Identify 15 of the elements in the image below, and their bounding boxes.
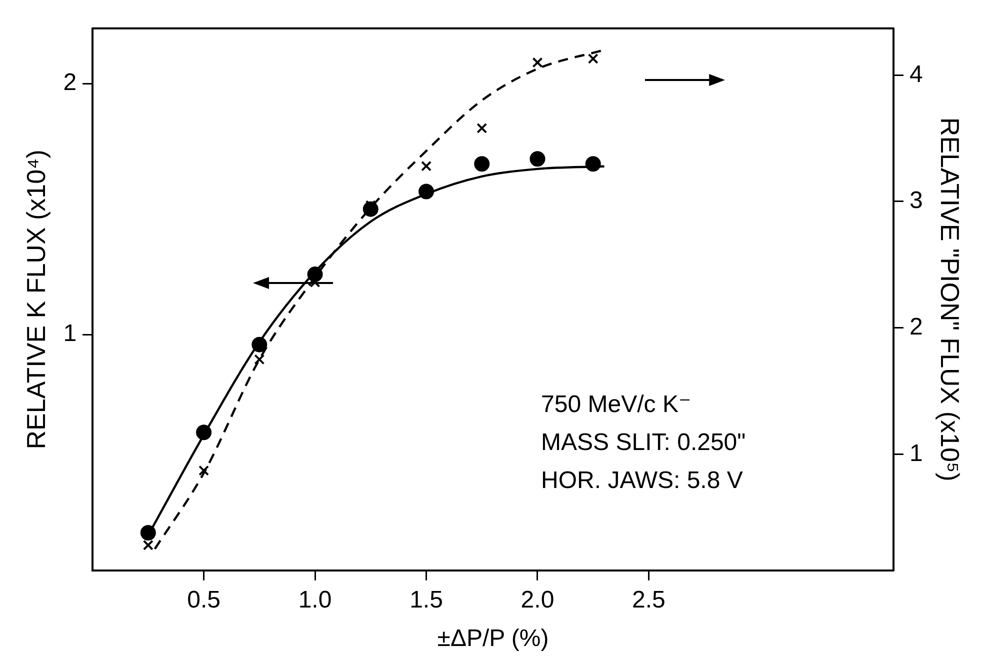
x-tick-label: 1.0 <box>298 586 332 614</box>
x-tick-label: 1.5 <box>410 586 443 614</box>
y2-tick-label: 4 <box>909 60 923 88</box>
x-tick-label: 2.5 <box>632 586 666 614</box>
y2-tick-label: 1 <box>909 440 923 467</box>
x-tick-label: 0.5 <box>187 586 220 614</box>
y-axis-title: RELATIVE K FLUX (x10⁴) <box>20 150 51 450</box>
x-tick-label: 2.0 <box>520 586 554 614</box>
y2-axis-title: RELATIVE "PION" FLUX (x10⁵) <box>935 117 966 482</box>
y2-tick-label: 2 <box>909 313 923 340</box>
annotation: 750 MeV/c K⁻ <box>541 390 692 420</box>
y2-tick-label: 3 <box>909 187 923 214</box>
x-axis-title: ±ΔP/P (%) <box>437 625 549 652</box>
annotation: HOR. JAWS: 5.8 V <box>541 466 744 496</box>
annotation: MASS SLIT: 0.250" <box>541 428 746 458</box>
